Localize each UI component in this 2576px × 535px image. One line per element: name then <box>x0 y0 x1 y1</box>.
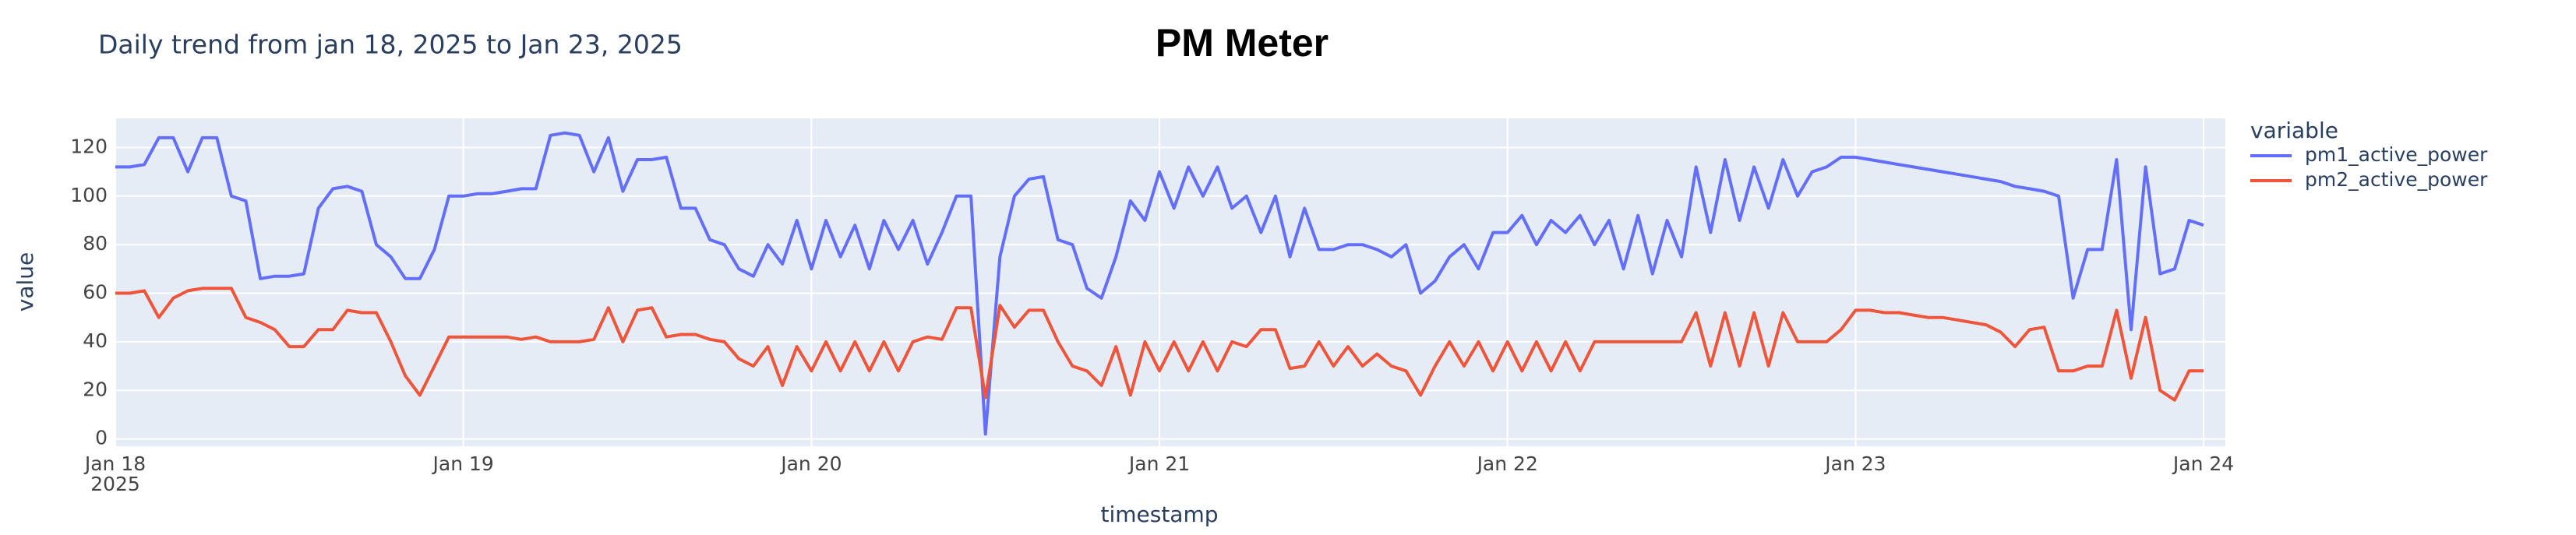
x-tick-label: Jan 23 <box>1823 452 1886 475</box>
subtitle: Daily trend from jan 18, 2025 to Jan 23,… <box>98 30 683 60</box>
legend-label: pm1_active_power <box>2305 143 2488 166</box>
x-tick-label: Jan 21 <box>1127 452 1190 475</box>
x-tick-label: Jan 18 2025 <box>83 452 146 495</box>
x-tick-label: Jan 20 <box>779 452 842 475</box>
x-axis-label: timestamp <box>1100 502 1218 527</box>
y-tick-label: 60 <box>83 281 108 304</box>
y-axis-label: value <box>12 252 38 311</box>
plot-background <box>115 118 2225 446</box>
y-tick-label: 100 <box>70 184 108 206</box>
y-tick-label: 20 <box>83 378 108 400</box>
x-tick-label: Jan 24 <box>2172 452 2234 475</box>
y-tick-label: 0 <box>95 427 108 449</box>
legend-title: variable <box>2250 118 2338 143</box>
x-tick-label: Jan 19 <box>432 452 494 475</box>
data-line <box>115 131 2204 436</box>
y-tick-label: 120 <box>70 135 108 157</box>
legend-label: pm2_active_power <box>2305 168 2488 191</box>
x-tick-label: Jan 22 <box>1476 452 1538 475</box>
y-tick-label: 80 <box>83 232 108 255</box>
data-line <box>115 287 2204 402</box>
y-tick-label: 40 <box>83 329 108 352</box>
chart-title: PM Meter <box>1156 21 1329 65</box>
